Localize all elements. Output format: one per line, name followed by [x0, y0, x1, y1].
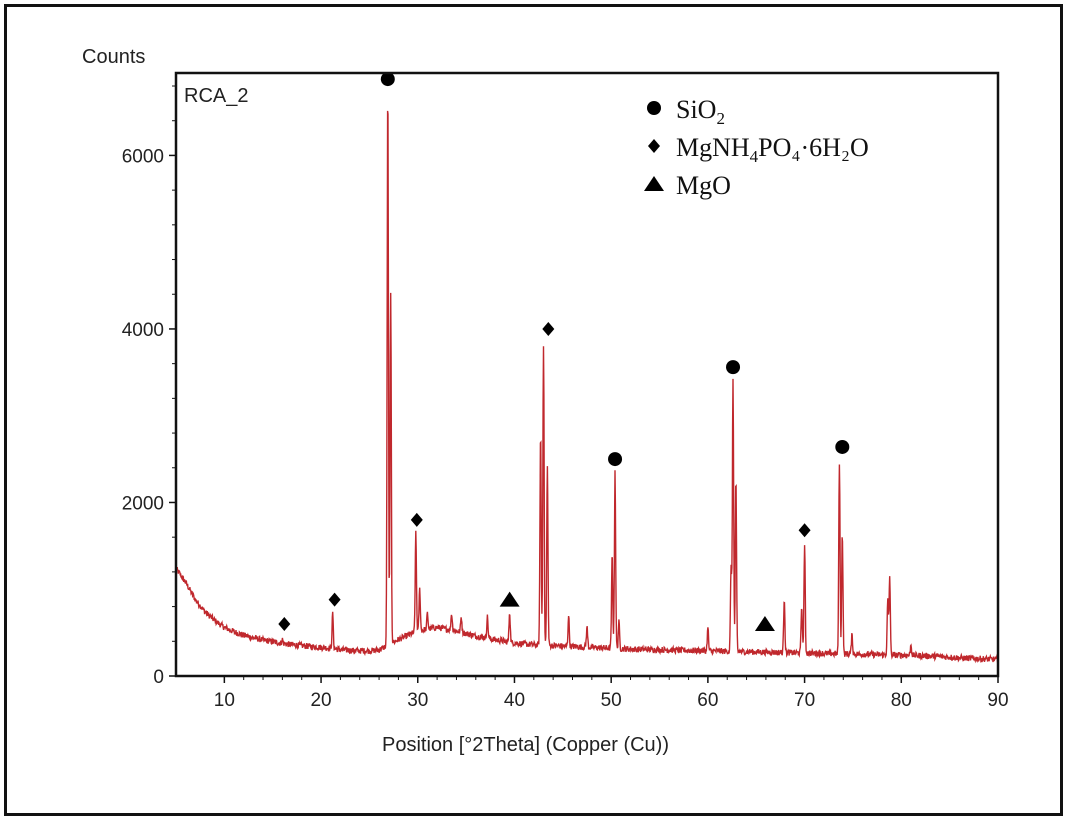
- legend-entry: MgO: [676, 171, 731, 200]
- phase-marker-diamond: [410, 512, 423, 527]
- x-tick-label: 60: [697, 690, 718, 711]
- phase-marker-diamond: [542, 321, 555, 336]
- figure-frame: [4, 4, 1063, 816]
- x-tick-label: 70: [794, 690, 815, 711]
- x-tick-label: 80: [891, 690, 912, 711]
- phase-marker-diamond: [328, 592, 341, 607]
- legend: SiO2 MgNH4PO₄·6H₂O MgO: [644, 95, 869, 200]
- phase-marker-circle: [380, 72, 395, 87]
- x-axis-label: Position [°2Theta] (Copper (Cu)): [382, 734, 669, 756]
- phase-marker-circle: [835, 439, 850, 454]
- x-tick-label: 40: [504, 690, 525, 711]
- y-tick-label: 6000: [122, 146, 164, 167]
- x-tick-label: 50: [601, 690, 622, 711]
- plot-area-border: [174, 71, 1000, 678]
- x-tick-label: 90: [987, 690, 1008, 711]
- phase-marker-circle: [608, 452, 623, 467]
- legend-circle-icon: [647, 101, 661, 115]
- phase-marker-triangle: [499, 591, 520, 607]
- phase-marker-triangle: [754, 615, 775, 631]
- legend-diamond-icon: [648, 139, 660, 153]
- x-tick-label: 10: [214, 690, 235, 711]
- diffraction-trace: [175, 110, 999, 664]
- axis-ticks: 10 20 30 40 50 60 70 80 90 0 2000 4000 6000: [122, 85, 1009, 711]
- y-tick-label: 2000: [122, 493, 164, 514]
- legend-triangle-icon: [644, 176, 664, 191]
- y-tick-label: 4000: [122, 320, 164, 341]
- x-tick-label: 30: [407, 690, 428, 711]
- sample-label: RCA_2: [184, 85, 248, 107]
- legend-entry: SiO2: [676, 95, 725, 128]
- phase-markers: [278, 72, 850, 631]
- legend-entry: MgNH4PO₄·6H₂O: [676, 133, 869, 166]
- y-axis-label: Counts: [82, 46, 145, 68]
- phase-marker-circle: [726, 360, 741, 375]
- phase-marker-diamond: [278, 616, 291, 631]
- phase-marker-diamond: [798, 523, 811, 538]
- y-tick-label: 0: [153, 667, 164, 688]
- x-tick-label: 20: [310, 690, 331, 711]
